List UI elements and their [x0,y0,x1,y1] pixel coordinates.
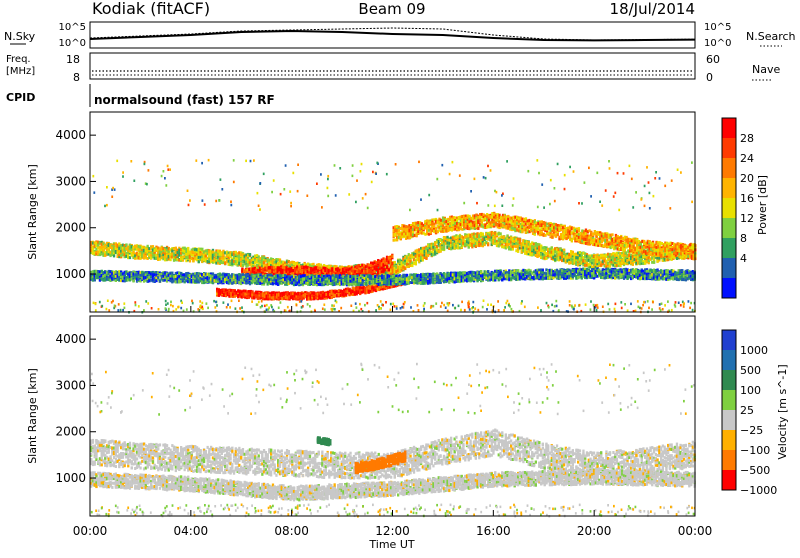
heatmap-cell [653,261,655,264]
noise-right-label: N.Search [746,30,796,43]
noise-series-line [90,31,695,40]
noise-left-label: N.Sky [4,30,36,43]
cpid-text: normalsound (fast) 157 RF [94,93,275,107]
date-title: 18/Jul/2014 [610,0,695,18]
noise-lines [90,28,695,40]
heatmap-cell [415,262,417,265]
heatmap-cell [482,233,484,236]
heatmap-cell [113,254,115,257]
freq-right-tick-bottom: 0 [706,71,713,84]
beam-title: Beam 09 [358,0,425,18]
noise-right-tick-top: 10^5 [704,22,731,33]
freq-left-label-2: [MHz] [6,66,35,77]
heatmap-cell [487,243,489,246]
cpid-label: CPID [6,91,35,104]
freq-right-tick-top: 60 [706,53,720,66]
nave-label: Nave [752,63,780,76]
heatmap-cell [169,258,171,261]
heatmap-cell [249,253,251,256]
freq-left-label-1: Freq. [6,54,31,65]
power-heatmap [90,159,697,314]
heatmap-cell [519,238,521,241]
station-title: Kodiak (fitACF) [92,0,210,18]
noise-left-tick-top: 10^5 [59,22,86,33]
heatmap-cell [499,232,501,235]
heatmap-cell [443,248,445,251]
freq-left-tick-top: 18 [66,53,80,66]
freq-left-tick-bottom: 8 [73,71,80,84]
noise-right-tick-bottom: 10^0 [704,38,731,49]
noise-left-tick-bottom: 10^0 [59,38,86,49]
